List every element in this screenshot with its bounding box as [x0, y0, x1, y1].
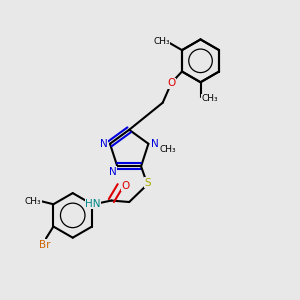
Text: O: O [122, 181, 130, 191]
Text: CH₃: CH₃ [201, 94, 218, 103]
Text: N: N [100, 139, 107, 149]
Text: CH₃: CH₃ [153, 37, 170, 46]
Text: N: N [151, 139, 159, 149]
Text: N: N [109, 167, 117, 177]
Text: Br: Br [39, 240, 50, 250]
Text: CH₃: CH₃ [159, 145, 176, 154]
Text: O: O [167, 78, 176, 88]
Text: S: S [145, 178, 151, 188]
Text: HN: HN [85, 199, 101, 208]
Text: CH₃: CH₃ [25, 197, 41, 206]
